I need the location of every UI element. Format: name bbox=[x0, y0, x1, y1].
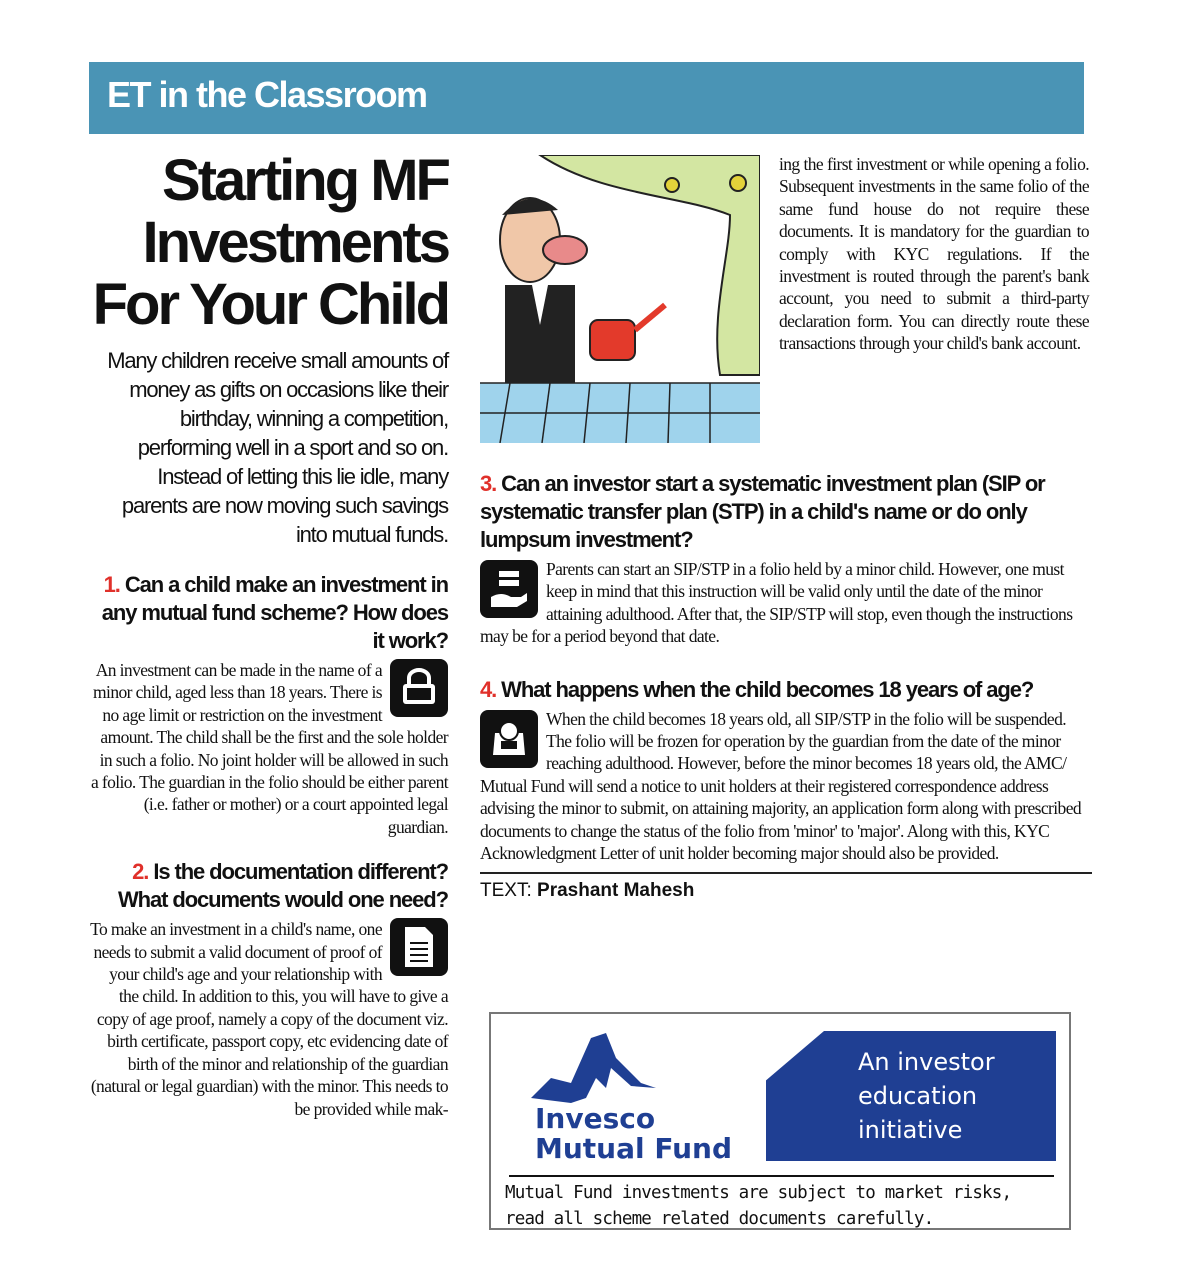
money-hand-icon bbox=[480, 560, 538, 618]
byline: TEXT: Prashant Mahesh bbox=[480, 872, 1092, 902]
tagline-box: An investor education initiative bbox=[766, 1031, 1056, 1161]
intro: Many children receive small amounts of m… bbox=[107, 348, 449, 547]
document-icon bbox=[390, 918, 448, 977]
mountain-logo-icon bbox=[531, 1033, 656, 1103]
answer-3: Parents can start an SIP/STP in a folio … bbox=[480, 559, 1073, 647]
answer-1: An investment can be made in the name of… bbox=[90, 659, 449, 837]
answer-4: When the child becomes 18 years old, all… bbox=[480, 708, 1082, 864]
cartoon-illustration bbox=[480, 154, 761, 444]
question-1: 1. Can a child make an investment in any… bbox=[101, 572, 449, 653]
answer-2-continued: ing the first investment or while openin… bbox=[779, 154, 1090, 354]
answer-2: To make an investment in a child's name,… bbox=[90, 918, 449, 1119]
sponsor-ad: Invesco Mutual Fund An investor education i… bbox=[489, 1012, 1071, 1230]
cash-register-icon bbox=[480, 709, 538, 768]
question-3: 3. Can an investor start a systematic in… bbox=[480, 471, 1046, 552]
disclaimer: Mutual Fund investments are subject to m… bbox=[505, 1183, 1012, 1229]
question-2: 2. Is the documentation different? What … bbox=[117, 859, 449, 913]
right-column: 3. Can an investor start a systematic in… bbox=[480, 470, 1092, 902]
question-4: 4. What happens when the child becomes 1… bbox=[480, 676, 1034, 702]
headline: Starting MF Investments For Your Child bbox=[92, 148, 451, 337]
brand-name: Invesco Mutual Fund bbox=[535, 1102, 732, 1165]
left-column: Starting MF Investments For Your Child M… bbox=[90, 148, 451, 1140]
section-banner: ET in the Classroom bbox=[89, 62, 1084, 134]
lock-icon bbox=[390, 659, 448, 717]
section-title: ET in the Classroom bbox=[107, 74, 428, 115]
divider bbox=[509, 1175, 1054, 1177]
